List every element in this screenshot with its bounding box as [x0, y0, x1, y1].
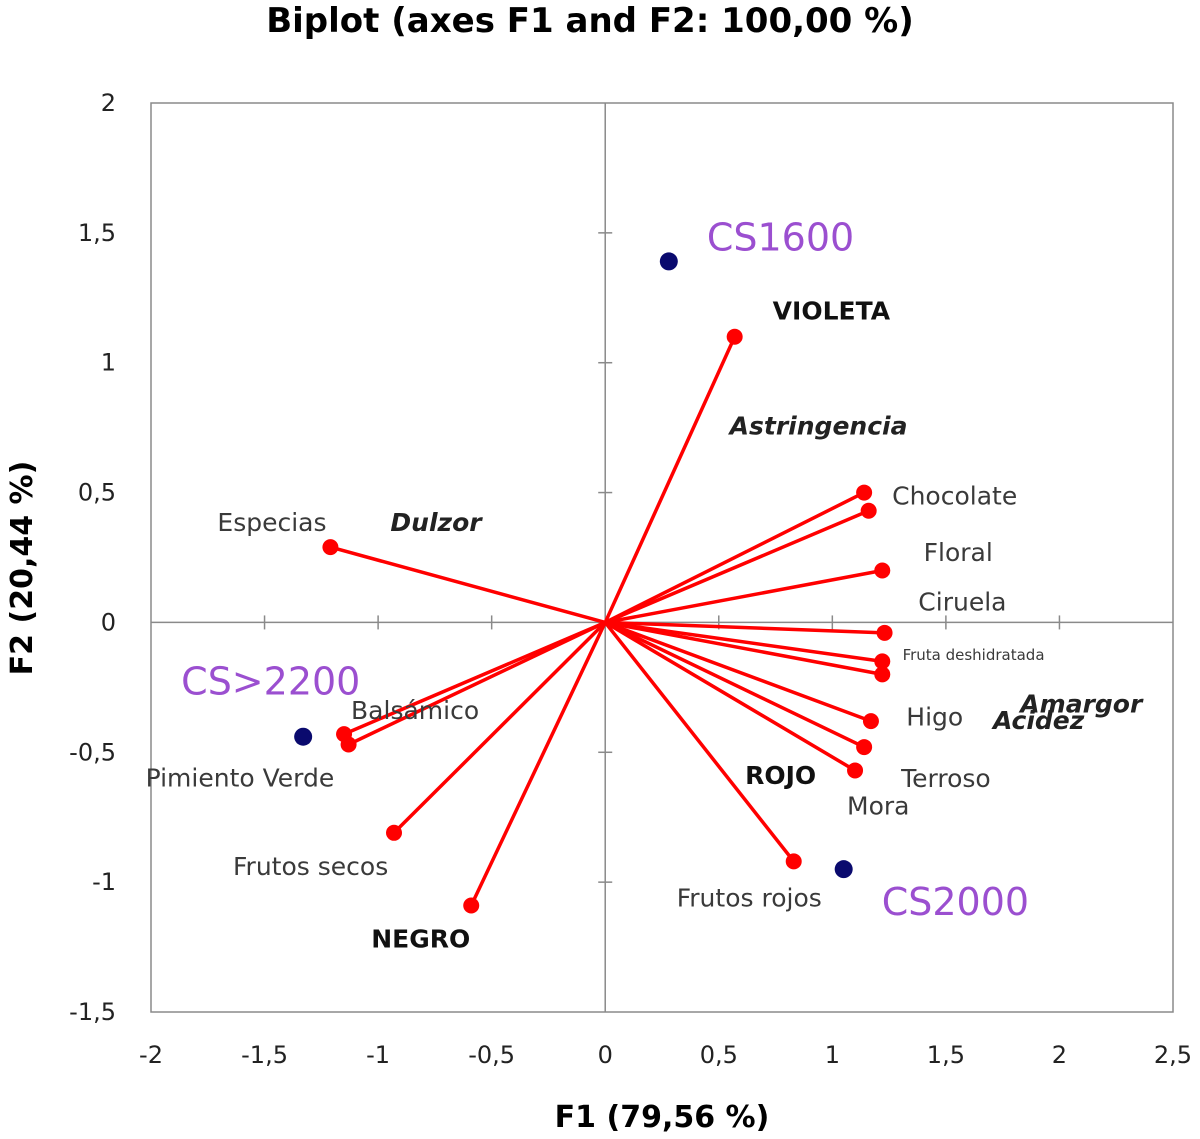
variable-label: Terroso [900, 764, 991, 793]
x-tick-label: 1 [825, 1041, 840, 1069]
x-tick-label: 2 [1052, 1041, 1067, 1069]
variable-point [322, 539, 339, 556]
variable-point [785, 853, 802, 870]
y-tick-label: -0,5 [69, 738, 116, 766]
variable-point [876, 624, 893, 641]
y-tick-label: -1 [92, 868, 116, 896]
observation-point [834, 860, 853, 879]
variable-point [726, 328, 743, 345]
x-axis-ticks: -2 -1,5 -1 -0,5 0 0,5 1 1,5 2 2,5 [139, 615, 1192, 1069]
plot-area-frame [150, 102, 1174, 1013]
variable-point [856, 739, 873, 756]
variable-point [463, 897, 480, 914]
y-tick-label: 1 [101, 349, 116, 377]
observation-point [294, 727, 313, 746]
x-tick-label: -1 [366, 1041, 390, 1069]
variable-vector [604, 620, 865, 749]
x-tick-label: 1,5 [927, 1041, 965, 1069]
variable-label: Ciruela [918, 587, 1006, 616]
y-tick-label: 0 [101, 608, 116, 636]
variable-label: ROJO [745, 761, 816, 790]
variable-vector [329, 545, 606, 625]
variable-point [847, 762, 864, 779]
y-axis-ticks: -1,5 -1 -0,5 0 0,5 1 1,5 2 [69, 89, 613, 1026]
variable-vector [347, 620, 606, 747]
variable-point [874, 653, 891, 670]
y-tick-label: 1,5 [78, 219, 116, 247]
x-axis-title: F1 (79,56 %) [555, 1100, 770, 1135]
variable-vector [604, 568, 883, 625]
variable-point [340, 736, 357, 753]
variable-label: Fruta deshidratada [903, 646, 1045, 664]
observation-label: CS1600 [707, 215, 854, 259]
variable-label: Pimiento Verde [146, 763, 335, 792]
variable-point [874, 562, 891, 579]
variable-vector [604, 509, 870, 625]
variable-vector [604, 620, 856, 772]
x-tick-label: 0,5 [700, 1041, 738, 1069]
variable-point [860, 502, 877, 519]
variable-label: Balsámico [351, 696, 479, 725]
variable-point [874, 666, 891, 683]
x-tick-label: -0,5 [468, 1041, 515, 1069]
variable-label: Chocolate [892, 482, 1017, 511]
variable-label: Higo [906, 702, 963, 731]
variable-vectors [322, 328, 893, 914]
variable-label: Especias [217, 508, 326, 537]
y-tick-label: 2 [101, 89, 116, 117]
variable-vector [603, 336, 737, 624]
variable-label: NEGRO [371, 925, 470, 954]
variable-vector [604, 491, 865, 624]
variable-vector [603, 621, 796, 863]
x-tick-label: 2,5 [1154, 1041, 1192, 1069]
variable-vector [604, 620, 883, 664]
variable-vector [392, 621, 607, 835]
y-tick-label: -1,5 [69, 998, 116, 1026]
variable-label: Dulzor [390, 508, 483, 537]
observation-points [294, 252, 853, 879]
variable-point [856, 484, 873, 501]
observation-point [659, 252, 678, 271]
variable-label: Amargor [1018, 689, 1144, 718]
variable-label: Frutos secos [233, 852, 388, 881]
y-axis-title: F2 (20,44 %) [5, 461, 40, 676]
variable-label: Floral [924, 538, 993, 567]
variable-label: Astringencia [728, 412, 908, 441]
variable-vector [469, 621, 607, 907]
variable-vector [605, 620, 885, 635]
chart-title: Biplot (axes F1 and F2: 100,00 %) [266, 1, 914, 41]
variable-point [386, 824, 403, 841]
variable-vector [604, 620, 883, 677]
point-labels: VIOLETA Astringencia Chocolate Floral Ciruel… [146, 215, 1144, 953]
variable-label: Frutos rojos [677, 883, 822, 912]
x-tick-label: -2 [139, 1041, 163, 1069]
variable-label: VIOLETA [773, 297, 891, 326]
variable-point [862, 713, 879, 730]
y-tick-label: 0,5 [78, 479, 116, 507]
observation-label: CS>2200 [181, 660, 360, 704]
variable-vector [343, 620, 606, 736]
variable-vector [604, 620, 872, 723]
x-tick-label: -1,5 [241, 1041, 288, 1069]
observation-label: CS2000 [882, 880, 1029, 924]
x-tick-label: 0 [598, 1041, 613, 1069]
variable-label: Mora [847, 791, 909, 820]
variable-label: Acidez [991, 706, 1085, 735]
